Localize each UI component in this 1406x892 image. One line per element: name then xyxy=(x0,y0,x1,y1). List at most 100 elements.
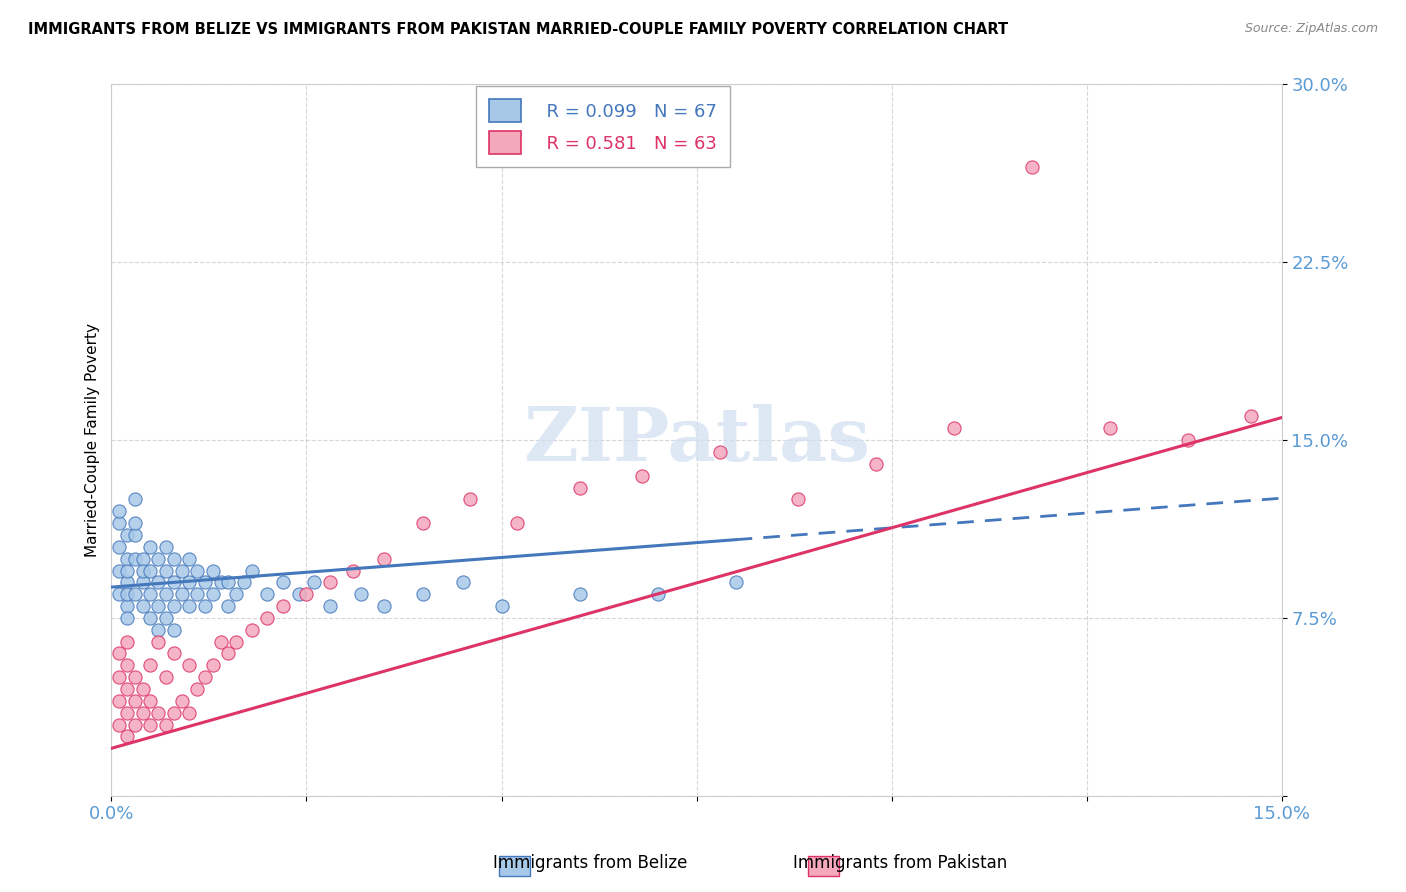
Point xyxy=(124,587,146,601)
Point xyxy=(139,564,162,578)
Point xyxy=(179,551,201,566)
Point xyxy=(256,611,278,625)
Point xyxy=(943,421,966,435)
Point xyxy=(131,564,153,578)
Point xyxy=(131,599,153,613)
Point xyxy=(163,706,186,720)
Point xyxy=(217,575,239,590)
Point xyxy=(179,706,201,720)
Point xyxy=(115,658,138,673)
Point xyxy=(148,634,170,648)
Point xyxy=(131,551,153,566)
Point xyxy=(209,634,232,648)
Point xyxy=(1099,421,1122,435)
Point xyxy=(124,670,146,684)
Point xyxy=(155,670,177,684)
Point xyxy=(412,587,434,601)
Point xyxy=(170,694,193,708)
Point xyxy=(256,587,278,601)
Point xyxy=(217,599,239,613)
Point xyxy=(108,694,131,708)
Point xyxy=(115,575,138,590)
Point xyxy=(186,564,208,578)
Point xyxy=(139,717,162,731)
Point xyxy=(458,492,481,507)
Point xyxy=(373,599,395,613)
Point xyxy=(194,599,217,613)
Point xyxy=(115,706,138,720)
Point xyxy=(115,634,138,648)
Point xyxy=(568,587,591,601)
Point xyxy=(139,658,162,673)
Point xyxy=(233,575,256,590)
Point xyxy=(179,658,201,673)
Point xyxy=(787,492,810,507)
Point xyxy=(240,564,263,578)
Point xyxy=(373,551,395,566)
Point xyxy=(124,528,146,542)
Point xyxy=(115,681,138,696)
Point xyxy=(170,587,193,601)
Point xyxy=(124,492,146,507)
Point xyxy=(124,717,146,731)
Point xyxy=(115,587,138,601)
Text: ZIPatlas: ZIPatlas xyxy=(523,403,870,476)
Point xyxy=(115,551,138,566)
Point xyxy=(115,564,138,578)
Point xyxy=(131,575,153,590)
Point xyxy=(108,540,131,554)
Point xyxy=(170,564,193,578)
Point xyxy=(155,611,177,625)
Point xyxy=(163,623,186,637)
Point xyxy=(201,658,224,673)
Point xyxy=(342,564,364,578)
Point xyxy=(631,468,654,483)
Point xyxy=(155,717,177,731)
Text: Source: ZipAtlas.com: Source: ZipAtlas.com xyxy=(1244,22,1378,36)
Point xyxy=(209,575,232,590)
Point xyxy=(319,599,342,613)
Point xyxy=(271,599,294,613)
Point xyxy=(709,445,731,459)
Point xyxy=(139,540,162,554)
Point xyxy=(115,599,138,613)
Point xyxy=(124,694,146,708)
Point xyxy=(124,516,146,530)
Point xyxy=(412,516,434,530)
Text: Immigrants from Pakistan: Immigrants from Pakistan xyxy=(793,855,1007,872)
Point xyxy=(179,575,201,590)
Point xyxy=(163,647,186,661)
Point xyxy=(108,647,131,661)
Point xyxy=(155,587,177,601)
Point xyxy=(319,575,342,590)
Text: Immigrants from Belize: Immigrants from Belize xyxy=(494,855,688,872)
Point xyxy=(647,587,669,601)
Point xyxy=(163,599,186,613)
Point xyxy=(131,706,153,720)
Point xyxy=(287,587,309,601)
Legend:   R = 0.099   N = 67,   R = 0.581   N = 63: R = 0.099 N = 67, R = 0.581 N = 63 xyxy=(475,87,730,167)
Point xyxy=(240,623,263,637)
Point xyxy=(163,551,186,566)
Point xyxy=(108,670,131,684)
Point xyxy=(1021,161,1043,175)
Point xyxy=(568,481,591,495)
Point xyxy=(271,575,294,590)
Point xyxy=(1177,433,1199,447)
Point xyxy=(217,647,239,661)
Point xyxy=(155,540,177,554)
Point xyxy=(108,504,131,518)
Point xyxy=(295,587,318,601)
Point xyxy=(148,551,170,566)
Point xyxy=(186,587,208,601)
Point xyxy=(865,457,887,471)
Point xyxy=(148,599,170,613)
Point xyxy=(186,681,208,696)
Point xyxy=(124,551,146,566)
Point xyxy=(225,587,247,601)
Text: IMMIGRANTS FROM BELIZE VS IMMIGRANTS FROM PAKISTAN MARRIED-COUPLE FAMILY POVERTY: IMMIGRANTS FROM BELIZE VS IMMIGRANTS FRO… xyxy=(28,22,1008,37)
Point xyxy=(179,599,201,613)
Point xyxy=(201,564,224,578)
Point xyxy=(163,575,186,590)
Point xyxy=(108,717,131,731)
